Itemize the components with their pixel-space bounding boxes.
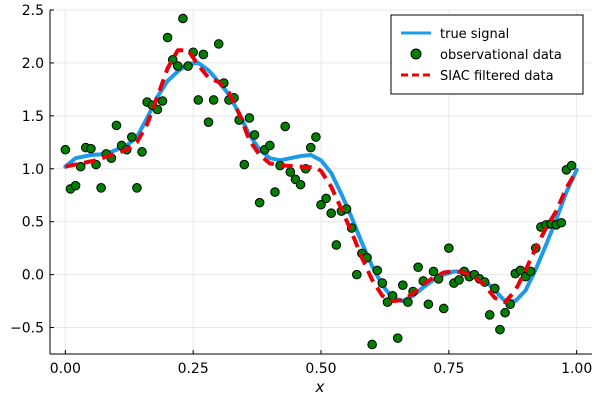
legend-label: true signal xyxy=(440,27,509,42)
data-point xyxy=(413,262,423,273)
data-point xyxy=(254,197,265,208)
data-point xyxy=(162,32,173,43)
data-point xyxy=(203,117,214,127)
data-point xyxy=(433,274,444,284)
data-point xyxy=(60,144,71,155)
legend-box xyxy=(390,14,584,95)
data-point xyxy=(566,160,577,171)
siac-filtered-line xyxy=(64,48,579,305)
data-point xyxy=(372,265,383,276)
data-point xyxy=(403,297,413,307)
x-tick-label: 0.00 xyxy=(50,361,81,377)
y-tick-label: 2.0 xyxy=(22,56,44,72)
data-point xyxy=(444,243,454,253)
data-point xyxy=(316,199,326,210)
y-tick-label: −0.5 xyxy=(10,321,44,337)
data-point xyxy=(198,49,209,60)
data-point xyxy=(326,208,337,219)
data-point xyxy=(500,307,510,318)
data-point xyxy=(86,143,96,154)
legend-label: observational data xyxy=(440,48,562,63)
data-point xyxy=(495,324,505,335)
data-point xyxy=(331,240,342,250)
data-point xyxy=(244,113,255,123)
y-tick-label: 0.5 xyxy=(22,215,44,231)
data-point xyxy=(75,161,86,172)
x-tick-label: 1.00 xyxy=(561,361,592,377)
axis-ticks: 0.00 0.25 0.50 0.75 1.00 −0.5 0.0 0.5 1.0 1.5 2.0 2… xyxy=(10,3,592,377)
data-point xyxy=(398,280,408,291)
x-tick-label: 0.75 xyxy=(433,361,464,377)
data-point xyxy=(367,339,377,350)
data-point xyxy=(321,193,331,204)
data-point xyxy=(490,283,500,294)
data-point xyxy=(505,299,515,310)
data-point xyxy=(305,142,316,153)
data-point xyxy=(484,310,495,320)
data-point xyxy=(132,183,142,193)
data-point xyxy=(423,299,434,310)
x-tick-label: 0.25 xyxy=(178,361,209,377)
y-tick-label: 2.5 xyxy=(22,3,44,19)
data-point xyxy=(213,39,224,49)
data-point xyxy=(70,180,81,191)
data-point xyxy=(193,95,204,105)
data-point xyxy=(127,132,137,142)
data-point xyxy=(96,183,106,193)
data-point xyxy=(377,278,388,288)
series-layer xyxy=(60,13,579,350)
plot-area xyxy=(60,13,579,350)
x-axis-label: x xyxy=(315,378,325,396)
data-point xyxy=(111,120,122,131)
x-tick-label: 0.50 xyxy=(305,361,336,377)
data-point xyxy=(178,13,188,24)
data-point xyxy=(295,179,306,190)
data-point xyxy=(157,96,168,106)
data-point xyxy=(351,269,362,280)
legend: true signal observational data SIAC filter… xyxy=(390,14,584,95)
data-point xyxy=(311,132,321,142)
data-point xyxy=(270,187,280,197)
data-point xyxy=(556,217,567,228)
data-point xyxy=(454,275,464,285)
data-point xyxy=(249,130,260,140)
legend-label: SIAC filtered data xyxy=(440,69,554,84)
data-point xyxy=(285,167,296,177)
data-point xyxy=(183,61,193,71)
legend-marker xyxy=(410,48,422,60)
data-point xyxy=(239,159,250,170)
data-point xyxy=(173,61,183,71)
y-tick-label: 0.0 xyxy=(22,268,44,284)
data-point xyxy=(428,266,439,277)
data-point xyxy=(208,95,219,105)
y-tick-label: 1.5 xyxy=(22,109,44,125)
y-tick-label: 1.0 xyxy=(22,162,44,178)
data-point xyxy=(438,303,449,314)
data-point xyxy=(137,147,147,157)
data-point xyxy=(265,140,275,151)
data-point xyxy=(392,333,403,343)
data-point xyxy=(280,121,291,132)
